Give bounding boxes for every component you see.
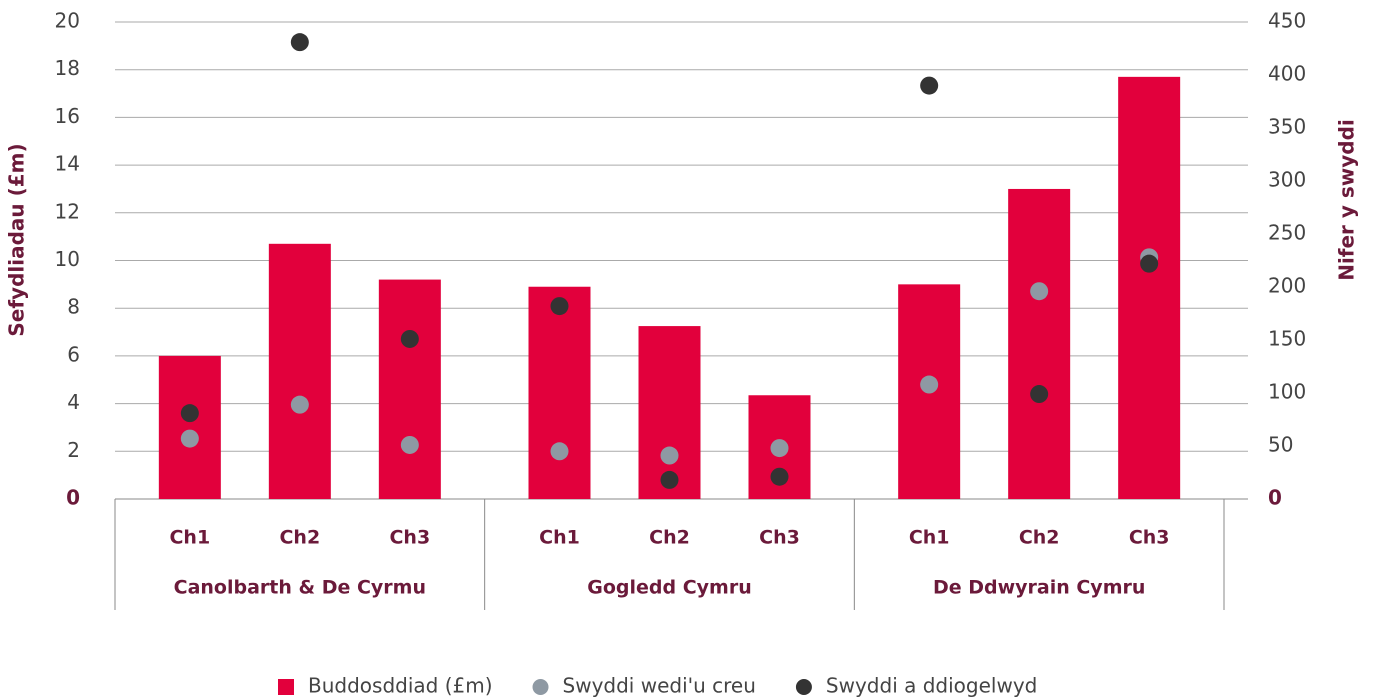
dot <box>400 329 419 348</box>
y2-axis-title: Nifer y swyddi <box>1335 119 1359 281</box>
x-tick-label: Ch3 <box>389 527 430 549</box>
x-tick-label: Ch3 <box>1129 527 1170 549</box>
y-tick-label: 10 <box>55 247 80 271</box>
y-tick-label: 6 <box>67 342 80 366</box>
legend-label: Swyddi wedi'u creu <box>563 674 756 698</box>
y2-tick-label: 0 <box>1268 486 1282 510</box>
bar <box>1118 76 1181 499</box>
group-label: Canolbarth & De Cyrmu <box>174 577 426 599</box>
group-label: Gogledd Cymru <box>587 577 752 599</box>
bar <box>268 243 331 499</box>
x-tick-label: Ch3 <box>759 527 800 549</box>
dot <box>1030 282 1049 301</box>
legend-label: Buddosddiad (£m) <box>308 674 493 698</box>
dot <box>660 470 679 489</box>
y-tick-label: 0 <box>66 486 80 510</box>
bar <box>378 279 441 499</box>
legend-label: Swyddi a ddiogelwyd <box>826 674 1037 698</box>
dot <box>180 429 199 448</box>
x-tick-label: Ch1 <box>539 527 580 549</box>
y2-tick-label: 300 <box>1268 168 1306 192</box>
x-tick-label: Ch2 <box>279 527 320 549</box>
x-tick-label: Ch2 <box>1019 527 1060 549</box>
dot <box>770 439 789 458</box>
y2-tick-label: 150 <box>1268 327 1306 351</box>
y2-tick-label: 200 <box>1268 274 1306 298</box>
y-tick-label: 4 <box>67 390 80 414</box>
bar <box>1008 188 1071 499</box>
y-tick-label: 20 <box>55 9 80 33</box>
dot <box>920 76 939 95</box>
bar <box>158 355 221 499</box>
bar <box>638 326 701 499</box>
y-axis-title: Sefydliadau (£m) <box>5 143 29 336</box>
dot <box>290 33 309 52</box>
dot <box>180 404 199 423</box>
bar <box>528 286 591 499</box>
y2-tick-label: 50 <box>1268 433 1293 457</box>
dot <box>550 297 569 316</box>
dot <box>770 467 789 486</box>
y-tick-label: 16 <box>55 104 80 128</box>
dot <box>1140 254 1159 273</box>
dot <box>400 435 419 454</box>
y2-tick-label: 450 <box>1268 9 1306 33</box>
legend-swatch <box>532 679 549 695</box>
y-tick-label: 18 <box>55 56 80 80</box>
x-tick-label: Ch1 <box>909 527 950 549</box>
y2-tick-label: 400 <box>1268 62 1306 86</box>
x-tick-label: Ch2 <box>649 527 690 549</box>
y-tick-label: 12 <box>55 199 80 223</box>
y2-tick-label: 100 <box>1268 380 1306 404</box>
dot <box>660 446 679 465</box>
x-tick-label: Ch1 <box>169 527 210 549</box>
group-label: De Ddwyrain Cymru <box>933 577 1145 599</box>
dot <box>550 442 569 461</box>
y2-tick-label: 250 <box>1268 221 1306 245</box>
y-tick-label: 2 <box>67 438 80 462</box>
dot <box>1030 385 1049 404</box>
y-tick-label: 8 <box>67 295 80 319</box>
y2-tick-label: 350 <box>1268 115 1306 139</box>
legend-swatch <box>278 679 294 695</box>
y-tick-label: 14 <box>55 152 80 176</box>
dot <box>920 375 939 394</box>
legend-swatch <box>795 679 812 695</box>
dot <box>290 395 309 414</box>
